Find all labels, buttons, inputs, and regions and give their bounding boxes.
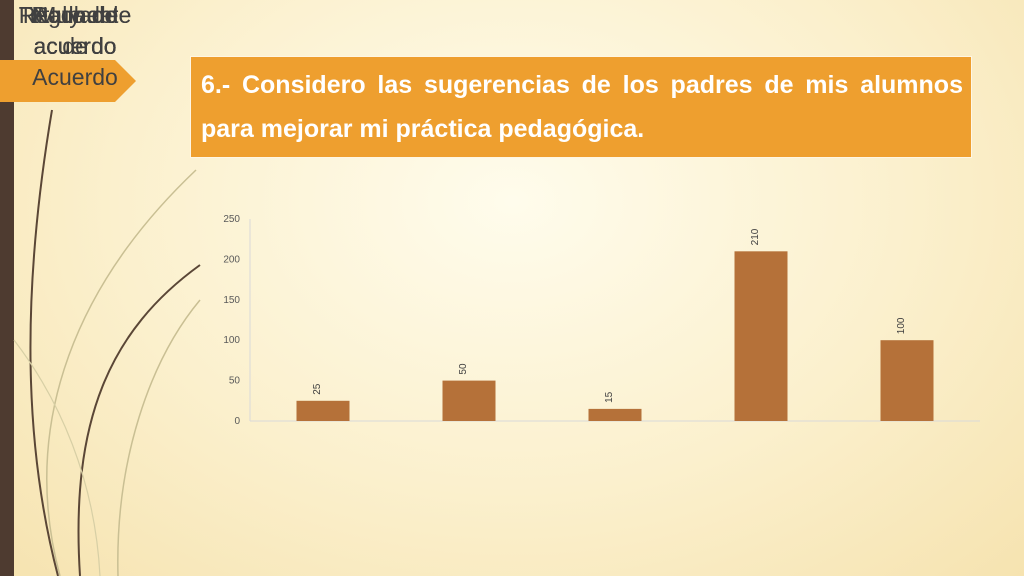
y-tick-label: 200 (223, 254, 240, 265)
data-label: 25 (312, 383, 323, 395)
bar-chart: 0 50 100 150 200 250 25 50 15 210 100 (223, 214, 980, 427)
x-category-label: Regular de acuerdo (18, 2, 132, 59)
sidebar-stripe (0, 0, 14, 576)
bar (442, 380, 496, 421)
y-tick-label: 150 (223, 295, 240, 306)
y-tick-label: 50 (229, 376, 241, 387)
y-tick-label: 0 (234, 416, 240, 427)
bar (734, 251, 788, 421)
y-tick-label: 250 (223, 214, 240, 225)
x-category-label: Poco de acuerdo (32, 2, 118, 59)
slide-title: 6.- Considero las sugerencias de los pad… (190, 56, 972, 158)
y-tick-label: 100 (223, 335, 240, 346)
data-label: 15 (604, 391, 615, 403)
data-label: 210 (750, 228, 761, 245)
x-category-label: Totalmente de Acuerdo (18, 2, 132, 90)
x-category-label: Muy de acuerdo (33, 2, 117, 59)
arrow-tab-decoration (0, 60, 136, 102)
data-label: 100 (896, 317, 907, 334)
decorative-curves (13, 109, 201, 576)
bar (296, 400, 350, 421)
data-label: 50 (458, 363, 469, 375)
x-category-label: Nada de acuerdo (31, 2, 119, 59)
bar (880, 340, 934, 421)
bar (588, 408, 642, 421)
